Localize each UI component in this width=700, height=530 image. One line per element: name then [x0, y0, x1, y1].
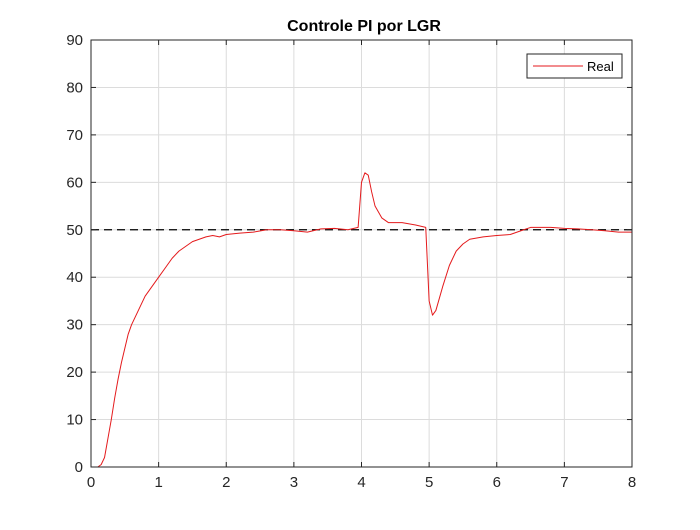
y-tick-label: 50 [66, 222, 83, 239]
legend: Real [526, 53, 623, 79]
y-tick-label: 90 [66, 32, 83, 49]
y-tick-label: 60 [66, 174, 83, 191]
x-tick-label: 6 [493, 474, 501, 491]
x-tick-label: 0 [87, 474, 95, 491]
x-tick-labels: 0 1 2 3 4 5 6 7 8 [87, 474, 636, 491]
x-tick-label: 2 [222, 474, 230, 491]
x-tick-label: 5 [425, 474, 433, 491]
y-tick-label: 40 [66, 269, 83, 286]
legend-label-real: Real [587, 59, 614, 74]
series-layer [91, 172, 632, 468]
y-tick-label: 10 [66, 412, 83, 429]
y-tick-label: 80 [66, 79, 83, 96]
x-tick-label: 3 [290, 474, 298, 491]
y-tick-labels: 0 10 20 30 40 50 60 70 80 90 [66, 32, 83, 476]
x-tick-label: 8 [628, 474, 636, 491]
y-tick-label: 70 [66, 127, 83, 144]
tick-marks [90, 39, 633, 468]
grid [91, 40, 632, 467]
series-line-real [91, 172, 632, 468]
y-tick-label: 30 [66, 317, 83, 334]
x-tick-label: 4 [357, 474, 365, 491]
x-tick-label: 7 [560, 474, 568, 491]
y-tick-label: 20 [66, 364, 83, 381]
y-tick-label: 0 [75, 459, 83, 476]
chart-title: Controle PI por LGR [287, 18, 441, 35]
x-tick-label: 1 [154, 474, 162, 491]
